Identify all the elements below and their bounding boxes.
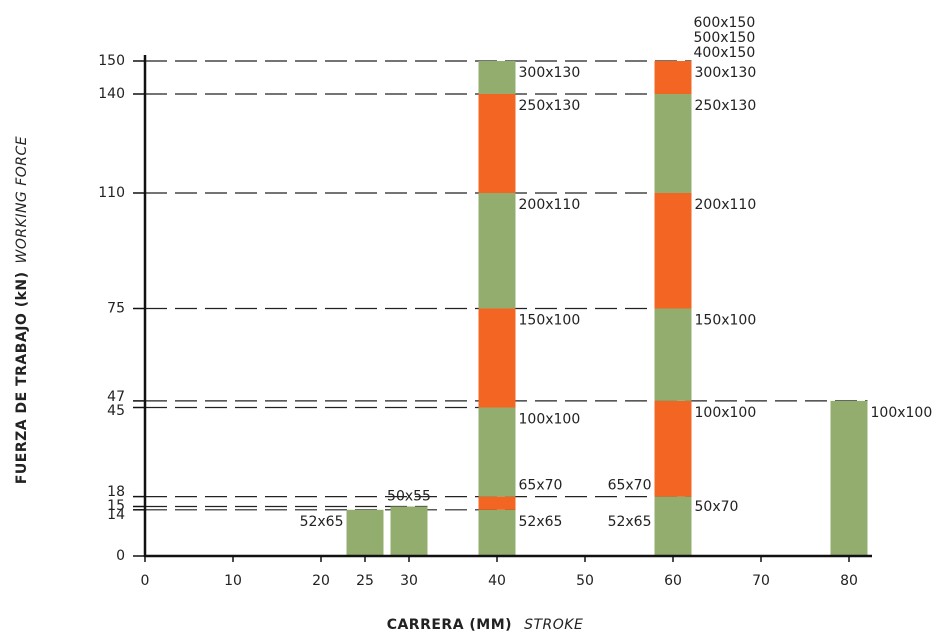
x-tick-label: 20: [312, 573, 330, 589]
y-tick-label: 14: [107, 507, 125, 523]
x-tick-label: 50: [576, 573, 594, 589]
x-tick-label: 0: [141, 573, 150, 589]
axis-layer: [133, 55, 872, 562]
x-tick-label: 25: [356, 573, 374, 589]
bar-segment: [478, 496, 516, 510]
bar-segment: [830, 400, 868, 556]
bar-segment: [478, 94, 516, 193]
annotation: 50x70: [695, 499, 739, 515]
y-tick-label: 45: [107, 403, 125, 419]
annotation: 500x150: [694, 30, 756, 46]
annotation: 150x100: [695, 313, 757, 329]
annotation: 100x100: [871, 405, 933, 421]
bar-segment: [478, 407, 516, 497]
annotation: 200x110: [695, 197, 757, 213]
bar-layer: [346, 61, 868, 556]
annotation: 52x65: [608, 514, 652, 530]
annotation: 200x110: [519, 197, 581, 213]
annotation: 250x130: [695, 98, 757, 114]
bar-segment: [346, 509, 384, 556]
annotation: 150x100: [519, 313, 581, 329]
y-tick-label: 0: [116, 548, 125, 564]
annotation: 300x130: [519, 65, 581, 81]
bar-segment: [390, 506, 428, 556]
bar-segment: [478, 193, 516, 309]
annotation: 50x55: [387, 489, 431, 505]
x-tick-label: 40: [488, 573, 506, 589]
annotation: 65x70: [519, 478, 563, 494]
annotation: 100x100: [519, 412, 581, 428]
y-axis-title: FUERZA DE TRABAJO (kN) WORKING FORCE: [14, 136, 30, 484]
x-tick-label: 80: [840, 573, 858, 589]
annotation: 100x100: [695, 405, 757, 421]
annotation: 65x70: [608, 478, 652, 494]
annotation: 300x130: [695, 65, 757, 81]
y-tick-label: 47: [107, 389, 125, 405]
bar-segment: [654, 193, 692, 309]
x-axis-title-en: STROKE: [524, 617, 583, 633]
y-tick-label: 18: [107, 484, 125, 500]
y-tick-label: 15: [107, 498, 125, 514]
bar-segment: [654, 94, 692, 193]
x-tick-label: 10: [224, 573, 242, 589]
bar-segment: [654, 61, 692, 94]
x-tick-label: 70: [752, 573, 770, 589]
y-tick-label: 110: [98, 185, 125, 201]
y-tick-label: 140: [98, 86, 125, 102]
y-tick-label: 150: [98, 53, 125, 69]
y-tick-label: 75: [107, 301, 125, 317]
bar-segment: [654, 308, 692, 401]
annotation: 250x130: [519, 98, 581, 114]
x-tick-label: 30: [400, 573, 418, 589]
y-axis-title-en: WORKING FORCE: [14, 136, 30, 264]
bar-segment: [478, 61, 516, 94]
x-axis-title: CARRERA (MM) STROKE: [387, 617, 584, 633]
bar-segment: [654, 400, 692, 497]
bar-segment: [478, 509, 516, 556]
annotation: 400x150: [694, 45, 756, 61]
bar-segment: [478, 308, 516, 408]
x-tick-label: 60: [664, 573, 682, 589]
y-axis-title-es: FUERZA DE TRABAJO (kN): [14, 271, 30, 484]
annotation: 600x150: [694, 15, 756, 31]
x-axis-title-es: CARRERA (MM): [387, 617, 512, 633]
annotation: 52x65: [300, 514, 344, 530]
bar-segment: [654, 496, 692, 556]
annotation: 52x65: [519, 514, 563, 530]
